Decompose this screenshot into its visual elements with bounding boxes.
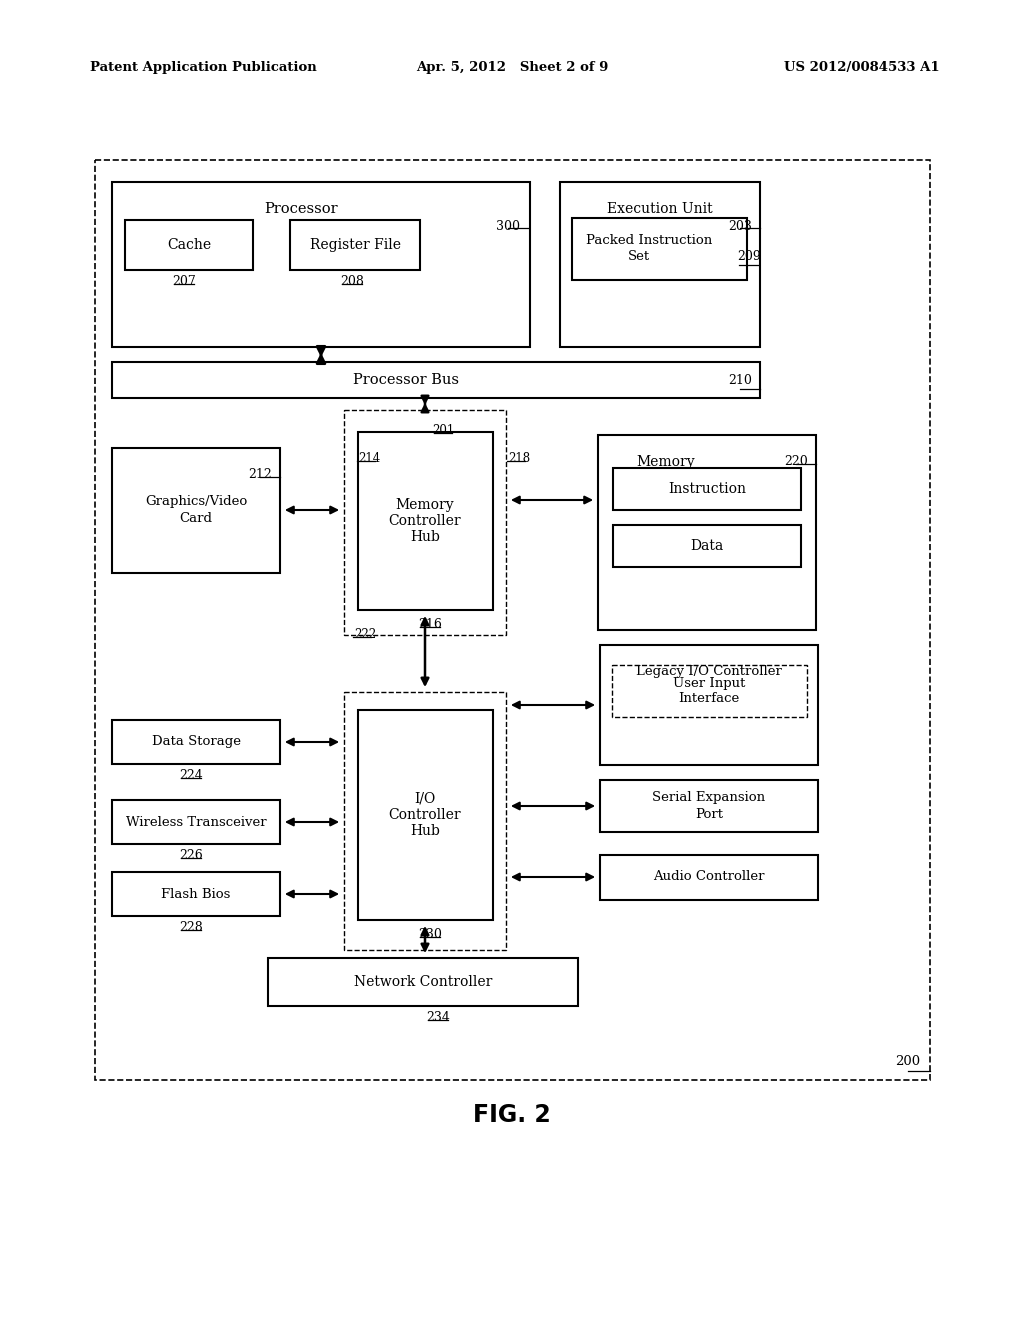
Bar <box>612 665 807 717</box>
Text: 208: 208 <box>340 275 364 288</box>
Text: 203: 203 <box>728 220 752 234</box>
Text: Data Storage: Data Storage <box>152 735 241 748</box>
Text: Hub: Hub <box>410 531 440 544</box>
Text: Set: Set <box>628 251 650 264</box>
Text: I/O: I/O <box>415 792 435 807</box>
Text: 212: 212 <box>248 469 272 480</box>
Text: Graphics/Video: Graphics/Video <box>144 495 247 508</box>
Text: 209: 209 <box>737 251 761 264</box>
Text: Wireless Transceiver: Wireless Transceiver <box>126 816 266 829</box>
Text: Controller: Controller <box>389 808 462 822</box>
Bar <box>613 469 801 510</box>
Text: 224: 224 <box>179 770 203 781</box>
Text: 207: 207 <box>172 275 196 288</box>
Bar <box>600 855 818 900</box>
Bar <box>344 411 506 635</box>
Text: 201: 201 <box>432 424 454 437</box>
Bar <box>600 780 818 832</box>
Text: FIG. 2: FIG. 2 <box>473 1104 551 1127</box>
Bar <box>95 160 930 1080</box>
Text: 210: 210 <box>728 375 752 388</box>
Bar <box>560 182 760 347</box>
Text: 222: 222 <box>354 628 376 642</box>
Text: Legacy I/O Controller: Legacy I/O Controller <box>636 665 782 678</box>
Text: Flash Bios: Flash Bios <box>162 887 230 900</box>
Text: Interface: Interface <box>678 692 739 705</box>
Text: 216: 216 <box>418 618 442 631</box>
Text: Network Controller: Network Controller <box>354 975 493 989</box>
Text: 226: 226 <box>179 849 203 862</box>
Bar <box>600 645 818 766</box>
Text: Hub: Hub <box>410 824 440 838</box>
Text: 300: 300 <box>496 220 520 234</box>
Text: Instruction: Instruction <box>668 482 746 496</box>
Bar <box>598 436 816 630</box>
Bar <box>112 800 280 843</box>
Text: 234: 234 <box>426 1011 450 1024</box>
Bar <box>613 525 801 568</box>
Text: Packed Instruction: Packed Instruction <box>586 235 712 248</box>
Text: Processor: Processor <box>264 202 338 216</box>
Text: Register File: Register File <box>309 238 400 252</box>
Text: Audio Controller: Audio Controller <box>653 870 765 883</box>
Text: 214: 214 <box>358 451 380 465</box>
Bar <box>112 873 280 916</box>
Text: Execution Unit: Execution Unit <box>607 202 713 216</box>
Text: Controller: Controller <box>389 513 462 528</box>
Bar <box>112 719 280 764</box>
Bar <box>572 218 746 280</box>
Bar <box>112 182 530 347</box>
Text: Memory: Memory <box>636 455 694 469</box>
Text: Data: Data <box>690 539 724 553</box>
Text: Port: Port <box>695 808 723 821</box>
Bar <box>112 362 760 399</box>
Text: 230: 230 <box>418 928 442 941</box>
Text: 200: 200 <box>895 1055 920 1068</box>
Bar <box>358 710 493 920</box>
Text: Apr. 5, 2012   Sheet 2 of 9: Apr. 5, 2012 Sheet 2 of 9 <box>416 61 608 74</box>
Text: Patent Application Publication: Patent Application Publication <box>90 61 316 74</box>
Text: US 2012/0084533 A1: US 2012/0084533 A1 <box>784 61 940 74</box>
Text: 220: 220 <box>784 455 808 469</box>
Bar <box>112 447 280 573</box>
Text: Memory: Memory <box>395 498 455 512</box>
Bar <box>358 432 493 610</box>
Text: Cache: Cache <box>167 238 211 252</box>
Text: Card: Card <box>179 511 213 524</box>
Text: 218: 218 <box>508 451 530 465</box>
Bar <box>290 220 420 271</box>
Text: 228: 228 <box>179 921 203 935</box>
Text: Processor Bus: Processor Bus <box>353 374 459 387</box>
Text: Serial Expansion: Serial Expansion <box>652 792 766 804</box>
Text: User Input: User Input <box>673 677 745 690</box>
Bar <box>268 958 578 1006</box>
Bar <box>344 692 506 950</box>
Bar <box>125 220 253 271</box>
